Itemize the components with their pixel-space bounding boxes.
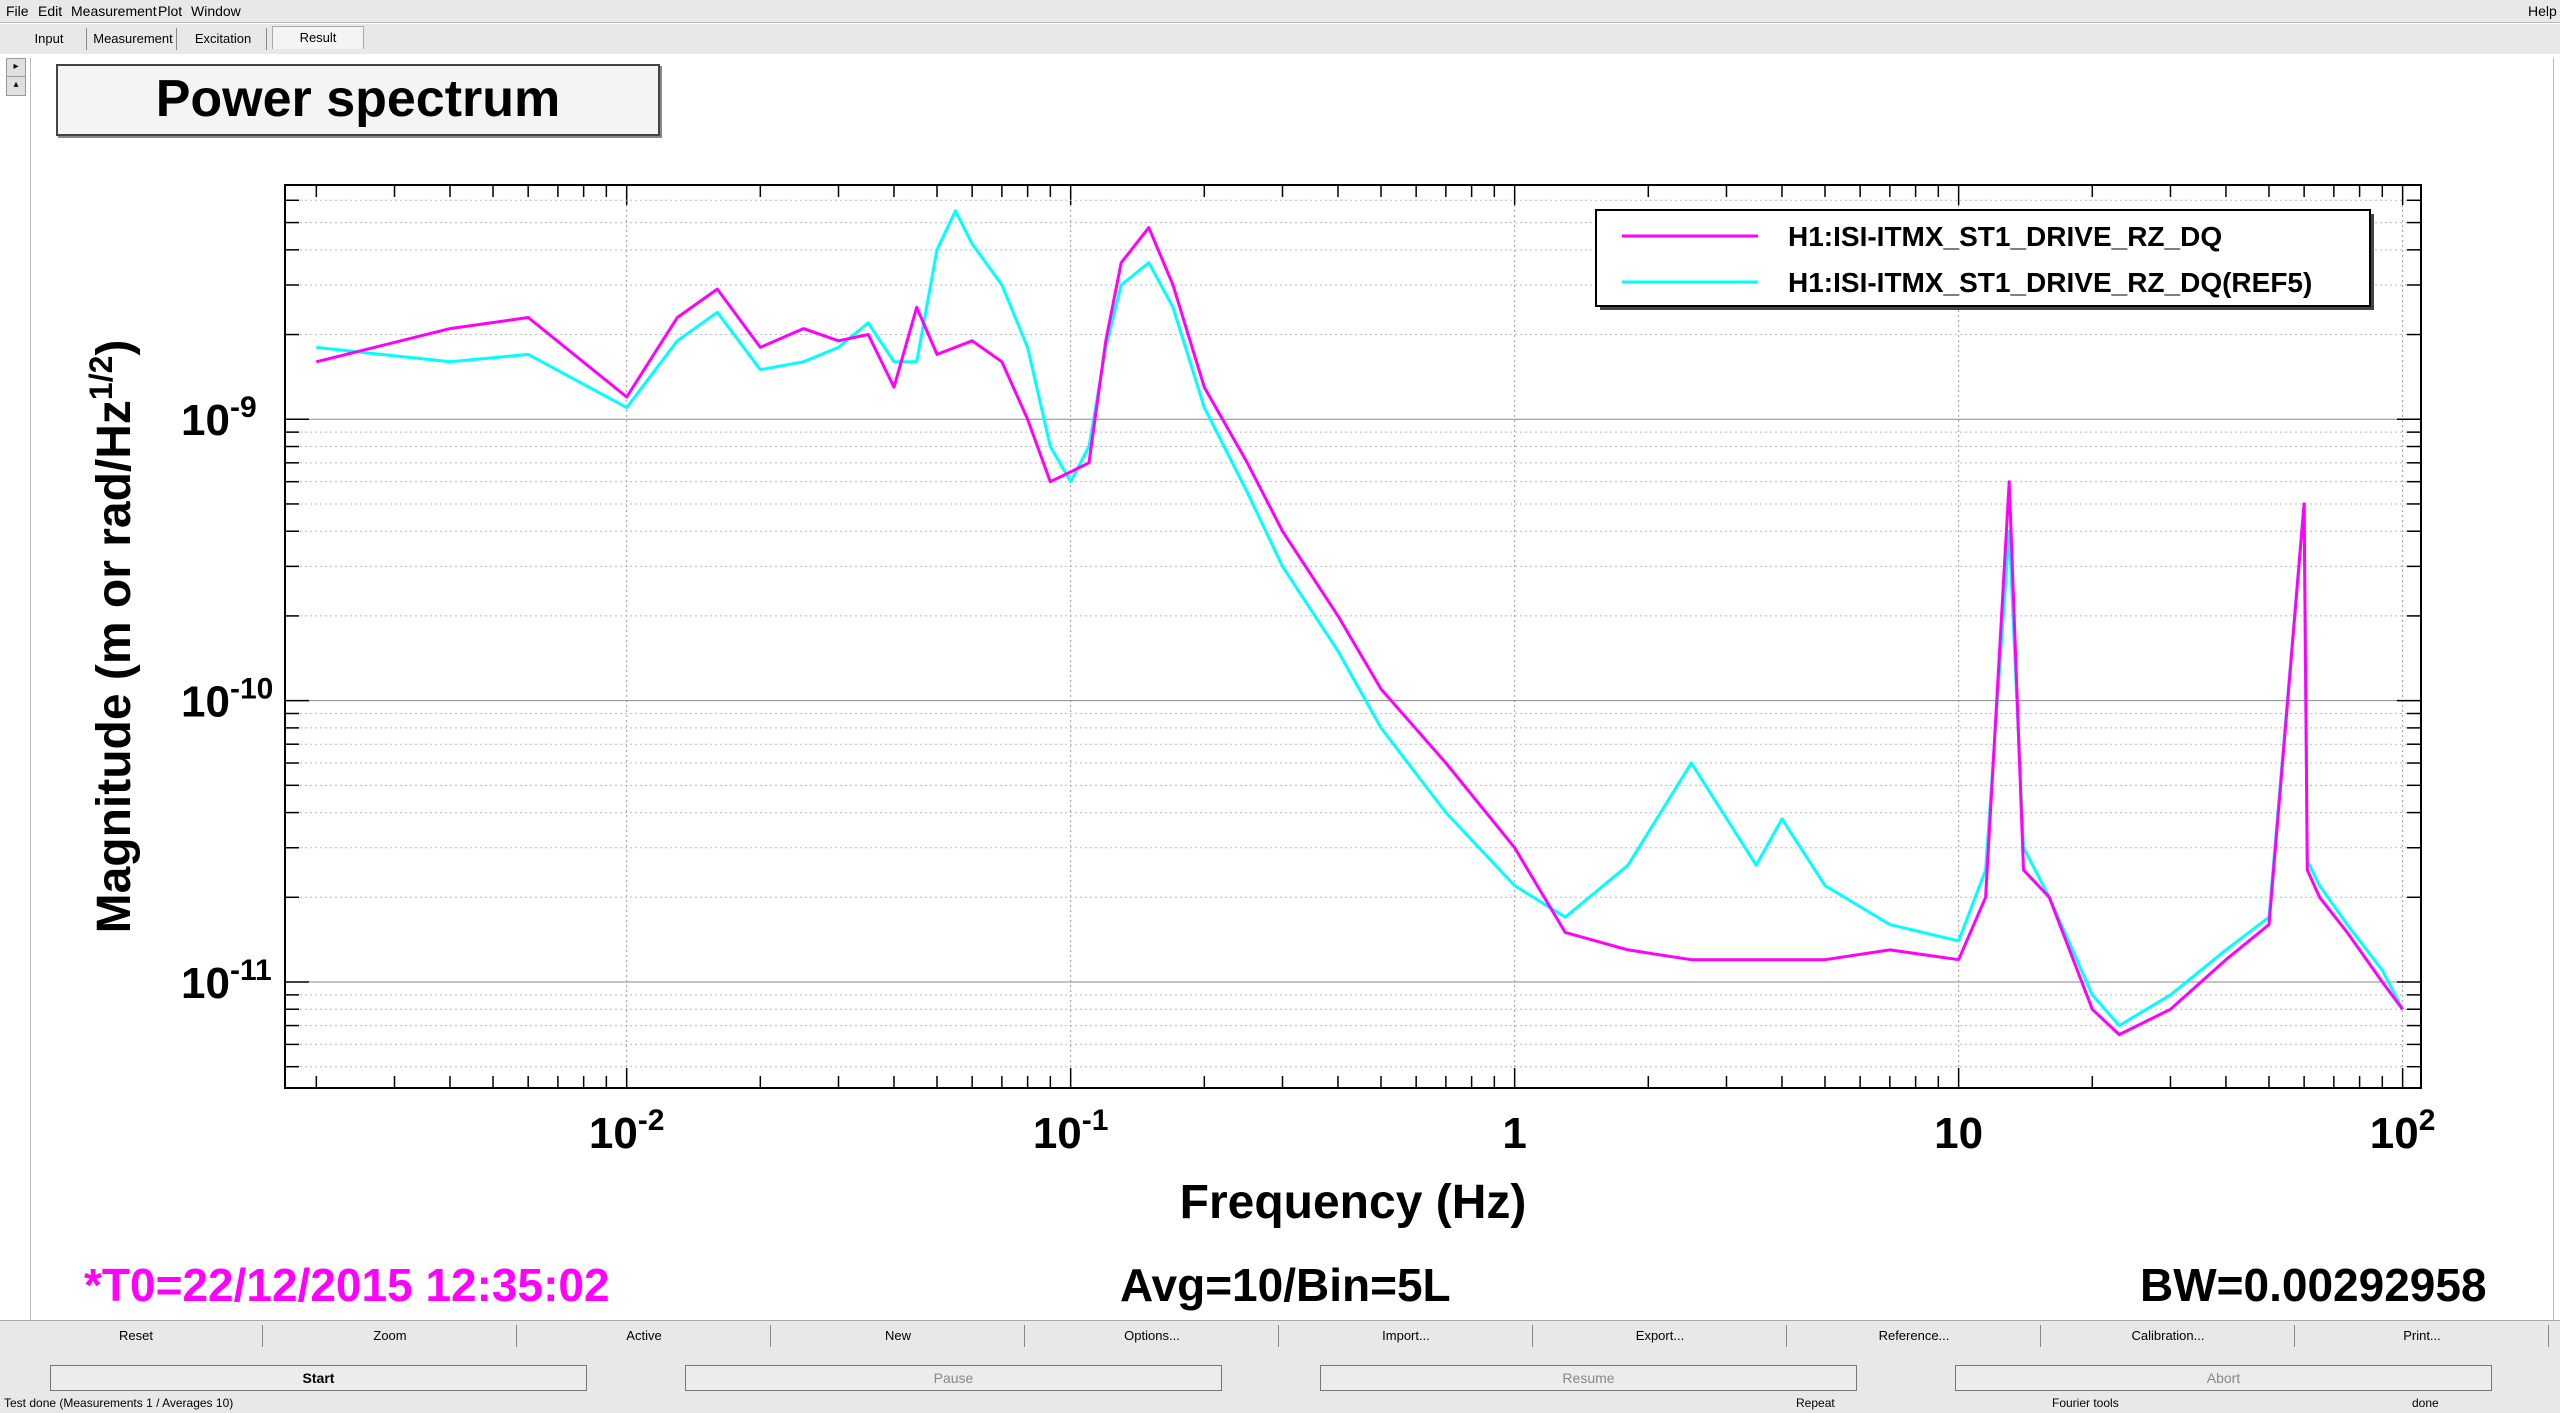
t0-label: *T0=22/12/2015 12:35:02	[84, 1259, 610, 1311]
series-line-1	[315, 226, 2404, 1037]
options-button[interactable]: Options...	[1026, 1325, 1279, 1347]
status-message: Test done (Measurements 1 / Averages 10)	[4, 1396, 234, 1410]
tab-excitation[interactable]: Excitation	[180, 28, 267, 50]
tab-result[interactable]: Result	[272, 26, 364, 49]
legend-box	[1595, 209, 2371, 307]
plot-area	[284, 184, 2422, 1089]
menu-help[interactable]: Help	[2528, 3, 2557, 19]
menu-bar: File Edit Measurement Plot Window Help	[0, 0, 2560, 23]
reference-button[interactable]: Reference...	[1788, 1325, 2041, 1347]
abort-button[interactable]: Abort	[1955, 1365, 2492, 1391]
avg-bin-label: Avg=10/Bin=5L	[1120, 1259, 1451, 1311]
y-tick-label: 10-9	[181, 391, 257, 445]
menu-window[interactable]: Window	[191, 3, 241, 19]
calibration-button[interactable]: Calibration...	[2042, 1325, 2295, 1347]
bandwidth-label: BW=0.00292958	[2140, 1259, 2487, 1311]
status-state: done	[2412, 1396, 2439, 1410]
print-button[interactable]: Print...	[2296, 1325, 2549, 1347]
menu-file[interactable]: File	[6, 3, 29, 19]
x-axis-label: Frequency (Hz)	[1180, 1176, 1527, 1229]
x-tick-label: 10	[1934, 1109, 1983, 1158]
menu-edit[interactable]: Edit	[38, 3, 63, 19]
y-axis-label: Magnitude (m or rad/Hz1/2)	[83, 340, 141, 934]
resume-button[interactable]: Resume	[1320, 1365, 1857, 1391]
plot-title: Power spectrum	[56, 64, 660, 136]
menu-measurement[interactable]: Measurement	[71, 3, 157, 19]
y-tick-label: 10-10	[181, 673, 273, 727]
status-mode: Repeat	[1796, 1396, 1835, 1410]
x-tick-label: 102	[2370, 1104, 2436, 1158]
zoom-button[interactable]: Zoom	[264, 1325, 517, 1347]
reset-button[interactable]: Reset	[10, 1325, 263, 1347]
pause-button[interactable]: Pause	[685, 1365, 1222, 1391]
control-panel: Reset Zoom Active New Options... Import... Exp…	[0, 1320, 2560, 1413]
series-line-2	[316, 209, 2404, 1028]
tab-input[interactable]: Input	[12, 28, 87, 50]
menu-plot[interactable]: Plot	[158, 3, 183, 19]
import-button[interactable]: Import...	[1280, 1325, 1533, 1347]
x-tick-label: 10-1	[1033, 1104, 1109, 1158]
legend-label-2: H1:ISI-ITMX_ST1_DRIVE_RZ_DQ(REF5)	[1788, 267, 2312, 298]
legend-label-1: H1:ISI-ITMX_ST1_DRIVE_RZ_DQ	[1788, 221, 2222, 252]
active-button[interactable]: Active	[518, 1325, 771, 1347]
y-tick-label: 10-11	[181, 954, 272, 1008]
export-button[interactable]: Export...	[1534, 1325, 1787, 1347]
tab-bar: Input Measurement Excitation Result	[0, 24, 2560, 54]
expand-right-icon[interactable]: ▸	[6, 58, 26, 78]
new-button[interactable]: New	[772, 1325, 1025, 1347]
x-tick-label: 1	[1502, 1109, 1526, 1158]
collapse-up-icon[interactable]: ▴	[6, 76, 26, 96]
x-tick-label: 10-2	[589, 1104, 665, 1158]
tab-measurement[interactable]: Measurement	[90, 28, 177, 50]
status-tool: Fourier tools	[2052, 1396, 2119, 1410]
start-button[interactable]: Start	[50, 1365, 587, 1391]
